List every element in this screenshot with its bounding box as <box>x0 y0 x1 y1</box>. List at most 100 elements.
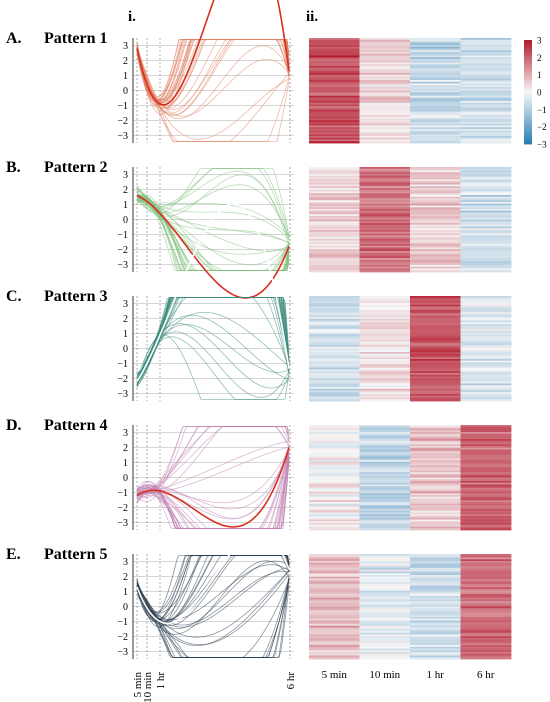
heatmap-cell <box>309 261 360 264</box>
heatmap-cell <box>359 188 411 191</box>
heatmap-cell <box>410 168 461 171</box>
heatmap-cell <box>309 566 360 569</box>
pattern-curve <box>136 567 290 628</box>
heatmap-cell <box>460 203 512 206</box>
heatmap-cell <box>309 141 360 144</box>
heatmap-cell <box>359 489 411 492</box>
heatmap-cell <box>359 182 411 185</box>
heatmap-cell <box>410 296 461 299</box>
heatmap-cell <box>410 486 461 489</box>
heatmap-cell <box>309 120 360 123</box>
heatmap-cell <box>359 594 411 597</box>
colorbar-segment <box>524 88 532 91</box>
heatmap-cell <box>309 115 360 118</box>
heatmap-cell <box>359 468 411 471</box>
heatmap-cell <box>460 345 512 348</box>
heatmap-cell <box>309 482 360 485</box>
heatmap-cell <box>359 48 411 51</box>
heatmap-cell <box>359 52 411 55</box>
heatmap-cell <box>359 646 411 649</box>
heatmap-cell <box>410 437 461 440</box>
heatmap-cell <box>359 101 411 104</box>
heatmap-cell <box>359 453 411 456</box>
heatmap-cell <box>359 118 411 121</box>
heatmap-cell <box>309 231 360 234</box>
heatmap-cell <box>359 381 411 384</box>
heatmap-cell <box>359 465 411 468</box>
heatmap-cell <box>410 601 461 604</box>
heatmap-cell <box>460 583 512 586</box>
colorbar-segment <box>524 76 532 79</box>
heatmap-cell <box>309 460 360 463</box>
heatmap-cell <box>460 268 512 271</box>
heatmap-cell <box>460 304 512 307</box>
heatmap-cell <box>309 467 360 470</box>
heatmap-cell <box>309 387 360 390</box>
heatmap-cell <box>410 394 461 397</box>
heatmap-cell <box>359 371 411 374</box>
heatmap-cell <box>309 557 360 560</box>
colorbar-segment <box>524 85 532 88</box>
heatmap-cell <box>410 555 461 558</box>
heatmap-cell <box>359 85 411 88</box>
heatmap-cell <box>460 470 512 473</box>
heatmap-cell <box>410 223 461 226</box>
heatmap-cell <box>460 562 512 565</box>
heatmap-cell <box>309 463 360 466</box>
heatmap-cell <box>359 360 411 363</box>
column-label-ii: ii. <box>306 9 318 25</box>
line-x-tick-label: 6 hr <box>285 672 297 690</box>
heatmap-cell <box>309 167 360 170</box>
heatmap-cell <box>359 325 411 328</box>
heatmap-cell <box>359 463 411 466</box>
heatmap-cell <box>359 195 411 198</box>
heatmap-cell <box>309 297 360 300</box>
heatmap-cell <box>460 568 512 571</box>
heatmap-cell <box>359 392 411 395</box>
heatmap-cell <box>410 320 461 323</box>
heatmap-cell <box>309 299 360 302</box>
heatmap-cell <box>359 184 411 187</box>
heatmap-cell <box>309 76 360 79</box>
heatmap-cell <box>309 613 360 616</box>
heatmap-cell <box>410 571 461 574</box>
heatmap-cell <box>460 254 512 257</box>
heatmap-cell <box>359 648 411 651</box>
y-tick-label: −2 <box>117 245 128 256</box>
heatmap-cell <box>460 99 512 102</box>
heatmap-cell <box>309 101 360 104</box>
heatmap-cell <box>460 179 512 182</box>
heatmap-cell <box>309 362 360 365</box>
heatmap-cell <box>359 116 411 119</box>
colorbar-tick-label: −1 <box>537 105 547 115</box>
heatmap-cell <box>410 83 461 86</box>
heatmap-cell <box>359 92 411 95</box>
heatmap-cell <box>410 46 461 49</box>
heatmap-cell <box>460 87 512 90</box>
heatmap-cell <box>410 507 461 510</box>
heatmap-cell <box>359 355 411 358</box>
heatmap-cell <box>359 606 411 609</box>
heatmap-cell <box>309 188 360 191</box>
heatmap-cell <box>410 59 461 62</box>
heatmap-cell <box>410 92 461 95</box>
heatmap-cell <box>410 575 461 578</box>
heatmap-cell <box>359 71 411 74</box>
heatmap-cell <box>309 453 360 456</box>
heatmap-cell <box>359 440 411 443</box>
heatmap-cell <box>410 101 461 104</box>
heatmap-cell <box>359 38 411 41</box>
heatmap-cell <box>359 523 411 526</box>
heatmap-cell <box>410 325 461 328</box>
heatmap-cell <box>460 102 512 105</box>
heatmap-cell <box>460 343 512 346</box>
heatmap-cell <box>309 50 360 53</box>
heatmap-cell <box>359 604 411 607</box>
heatmap-cell <box>410 596 461 599</box>
heatmap-cell <box>410 576 461 579</box>
heatmap-cell <box>410 648 461 651</box>
colorbar-segment <box>524 123 532 126</box>
heatmap-cell <box>359 481 411 484</box>
heatmap-cell <box>309 589 360 592</box>
heatmap-cell <box>460 209 512 212</box>
